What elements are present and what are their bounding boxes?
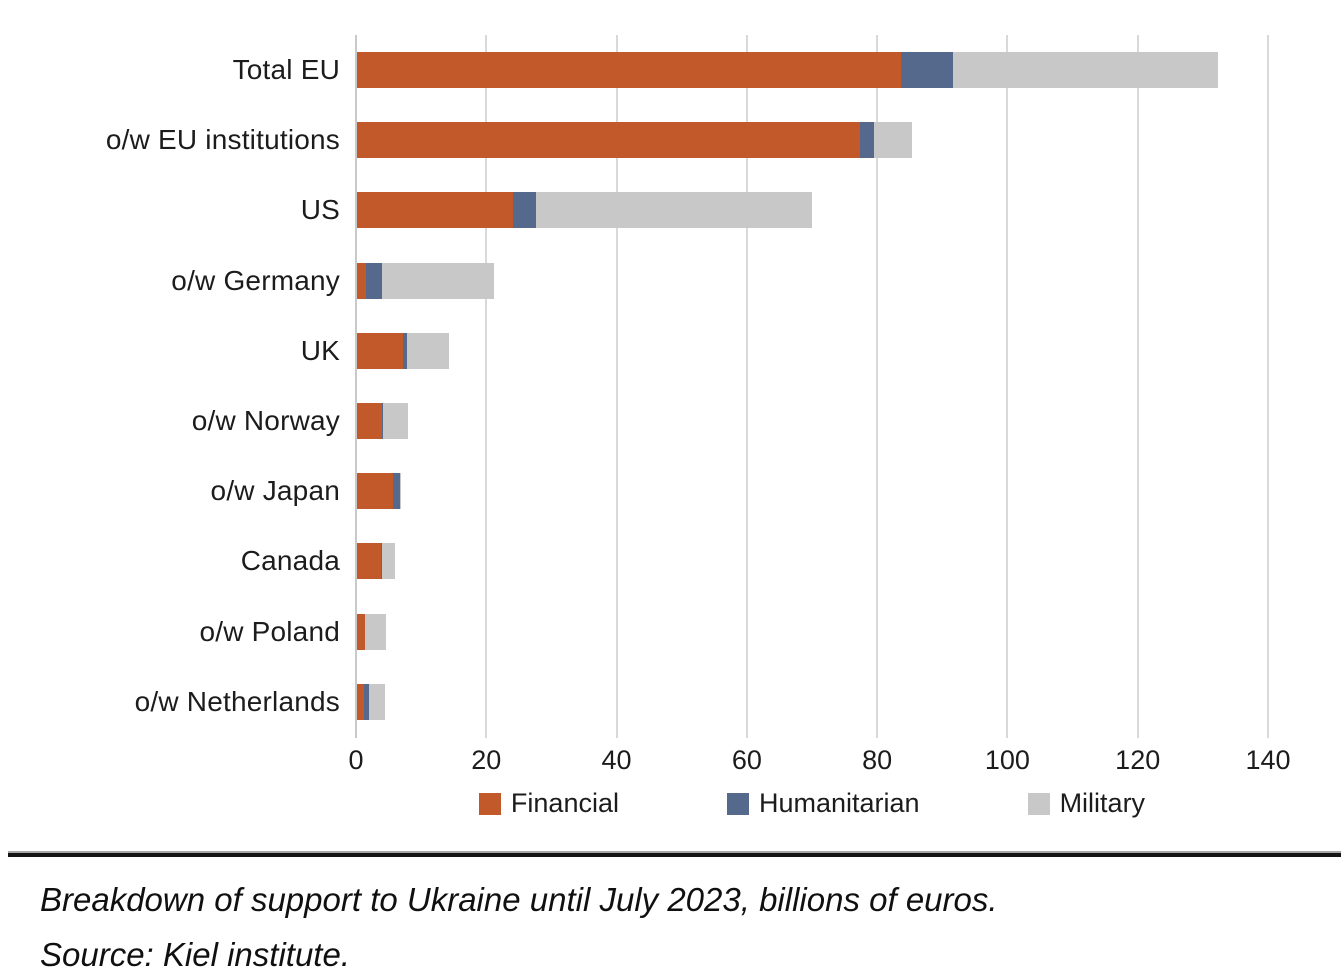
legend-label: Military	[1059, 788, 1146, 819]
bar-segment-financial	[357, 192, 514, 229]
legend-label: Financial	[510, 788, 619, 819]
bar-segment-humanitarian	[364, 683, 369, 720]
bar-segment-military	[406, 332, 449, 369]
category-label: o/w EU institutions	[105, 124, 340, 156]
bar-segment-financial	[357, 52, 901, 89]
bar-segment-military	[399, 473, 401, 510]
x-tick-label: 0	[348, 744, 364, 775]
chart-caption: Breakdown of support to Ukraine until Ju…	[40, 880, 998, 918]
legend-item-financial: Financial	[478, 788, 619, 819]
x-axis: 0 20 40 60 80 100 120 140	[348, 737, 1308, 779]
bar-segment-financial	[357, 403, 382, 440]
category-label: o/w Netherlands	[134, 685, 340, 717]
bar-segment-financial	[357, 473, 394, 510]
bar-row-o-w-poland: o/w Poland	[0, 597, 1341, 667]
bar-segment-humanitarian	[393, 473, 400, 510]
bar-row-o-w-eu-institutions: o/w EU institutions	[0, 105, 1341, 175]
legend-swatch-military	[1027, 792, 1050, 815]
legend-item-humanitarian: Humanitarian	[726, 788, 920, 819]
bar-segment-financial	[357, 122, 860, 159]
bar-segment-humanitarian	[513, 192, 537, 229]
bar-segment-humanitarian	[900, 52, 954, 89]
bar-row-o-w-norway: o/w Norway	[0, 386, 1341, 456]
x-tick-label: 40	[601, 744, 632, 775]
category-label: o/w Germany	[171, 264, 340, 296]
bar-segment-military	[365, 613, 387, 650]
legend-item-military: Military	[1027, 788, 1146, 819]
bar-row-total-eu: Total EU	[0, 35, 1341, 105]
bar-segment-humanitarian	[381, 543, 383, 580]
bar-track	[357, 122, 1341, 159]
bar-segment-humanitarian	[366, 262, 382, 299]
category-label: US	[300, 194, 340, 226]
bar-track	[357, 52, 1341, 89]
category-label: Canada	[240, 545, 340, 577]
bar-segment-military	[874, 122, 912, 159]
bar-row-uk: UK	[0, 316, 1341, 386]
bar-segment-humanitarian	[364, 613, 366, 650]
bar-segment-humanitarian	[381, 403, 384, 440]
legend-swatch-financial	[478, 792, 501, 815]
bar-track	[357, 192, 1341, 229]
bar-track	[357, 262, 1341, 299]
bar-segment-financial	[357, 543, 382, 580]
bar-segment-financial	[357, 262, 367, 299]
bar-track	[357, 613, 1341, 650]
bar-segment-financial	[357, 613, 365, 650]
legend-label: Humanitarian	[758, 788, 920, 819]
caption-divider	[8, 850, 1341, 857]
category-label: o/w Japan	[210, 475, 340, 507]
legend-swatch-humanitarian	[726, 792, 749, 815]
x-tick-label: 60	[731, 744, 762, 775]
bar-row-o-w-japan: o/w Japan	[0, 456, 1341, 526]
bar-track	[357, 403, 1341, 440]
bar-row-o-w-netherlands: o/w Netherlands	[0, 667, 1341, 737]
bar-track	[357, 473, 1341, 510]
category-label: o/w Poland	[199, 615, 340, 647]
x-tick-label: 140	[1245, 744, 1291, 775]
bar-segment-military	[383, 403, 408, 440]
x-tick-label: 120	[1115, 744, 1161, 775]
bar-row-o-w-germany: o/w Germany	[0, 246, 1341, 316]
x-tick-label: 80	[862, 744, 893, 775]
bar-segment-military	[382, 543, 395, 580]
bar-rows: Total EU o/w EU institutions US o/w Germany…	[0, 35, 1341, 737]
bar-segment-financial	[357, 332, 404, 369]
bar-segment-military	[381, 262, 495, 299]
chart-source: Source: Kiel institute.	[40, 935, 350, 973]
bar-segment-financial	[357, 683, 365, 720]
category-label: UK	[300, 334, 340, 366]
category-label: o/w Norway	[191, 405, 340, 437]
bar-track	[357, 683, 1341, 720]
bar-segment-humanitarian	[859, 122, 875, 159]
bar-segment-humanitarian	[403, 332, 407, 369]
bar-track	[357, 332, 1341, 369]
bar-row-canada: Canada	[0, 526, 1341, 596]
bar-track	[357, 543, 1341, 580]
stacked-bar-chart: Total EU o/w EU institutions US o/w Germany…	[0, 35, 1341, 827]
bar-segment-military	[953, 52, 1219, 89]
x-tick-label: 20	[471, 744, 502, 775]
plot-area: Total EU o/w EU institutions US o/w Germany…	[0, 35, 1341, 738]
category-label: Total EU	[232, 54, 340, 86]
bar-row-us: US	[0, 175, 1341, 245]
bar-segment-military	[368, 683, 385, 720]
x-tick-label: 100	[984, 744, 1030, 775]
bar-segment-military	[536, 192, 813, 229]
chart-legend: Financial Humanitarian Military	[356, 781, 1268, 827]
